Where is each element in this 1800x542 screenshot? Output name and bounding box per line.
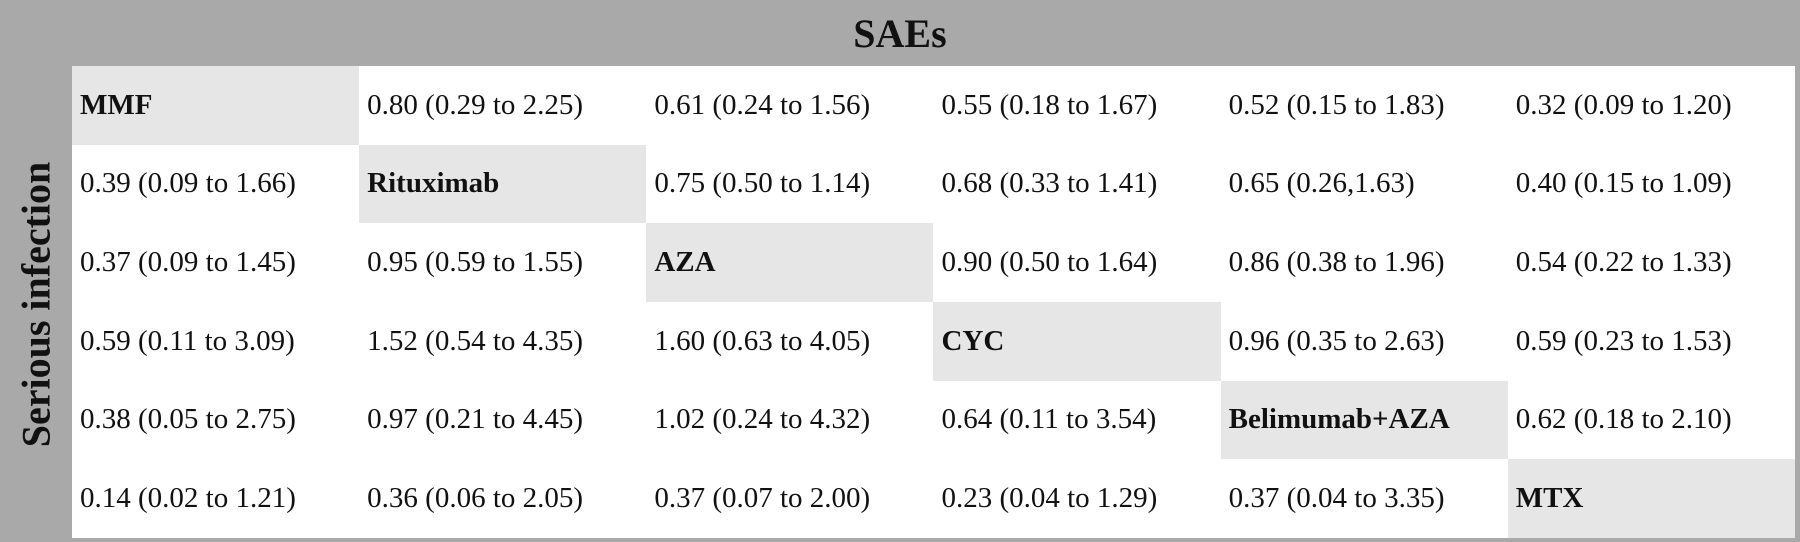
estimate-cell: 0.23 (0.04 to 1.29) [941, 482, 1158, 515]
estimate-cell: 1.52 (0.54 to 4.35) [367, 324, 584, 357]
matrix-area: MMF 0.80 (0.29 to 2.25) 0.61 (0.24 to 1.… [72, 66, 1795, 538]
table-row: 0.38 (0.05 to 2.75) 0.97 (0.21 to 4.45) … [72, 380, 1795, 460]
estimate-cell: 0.61 (0.24 to 1.56) [654, 88, 871, 121]
estimate-cell: 0.54 (0.22 to 1.33) [1515, 246, 1732, 279]
estimate-cell: 0.37 (0.04 to 3.35) [1228, 482, 1445, 515]
estimate-cell: 0.32 (0.09 to 1.20) [1515, 88, 1732, 121]
estimate-cell: 0.68 (0.33 to 1.41) [941, 167, 1158, 200]
estimate-cell: 0.65 (0.26,1.63) [1228, 167, 1415, 200]
treatment-cell-cyc: CYC [933, 301, 1221, 381]
row-header-label: Serious infection [13, 161, 59, 447]
estimate-cell: 0.36 (0.06 to 2.05) [367, 482, 584, 515]
estimate-cell: 0.55 (0.18 to 1.67) [941, 88, 1158, 121]
estimate-cell: 0.62 (0.18 to 2.10) [1515, 403, 1732, 436]
estimate-cell: 0.37 (0.07 to 2.00) [654, 482, 871, 515]
column-header-saes: SAEs [853, 10, 947, 56]
league-table: MMF 0.80 (0.29 to 2.25) 0.61 (0.24 to 1.… [72, 66, 1795, 538]
treatment-cell-mmf: MMF [72, 66, 360, 145]
estimate-cell: 0.39 (0.09 to 1.66) [80, 167, 296, 200]
row-header-serious-infection: Serious infection [0, 66, 72, 542]
treatment-cell-rituximab: Rituximab [359, 144, 647, 224]
estimate-cell: 0.52 (0.15 to 1.83) [1228, 88, 1445, 121]
treatment-cell-belimumab-aza: Belimumab+AZA [1220, 380, 1508, 460]
estimate-cell: 0.96 (0.35 to 2.63) [1228, 324, 1445, 357]
estimate-cell: 0.14 (0.02 to 1.21) [80, 482, 296, 515]
estimate-cell: 1.60 (0.63 to 4.05) [654, 324, 871, 357]
estimate-cell: 0.95 (0.59 to 1.55) [367, 246, 584, 279]
treatment-cell-aza: AZA [646, 223, 934, 302]
estimate-cell: 0.38 (0.05 to 2.75) [80, 403, 296, 436]
estimate-cell: 0.86 (0.38 to 1.96) [1228, 246, 1445, 279]
table-row: 0.39 (0.09 to 1.66) Rituximab 0.75 (0.50… [72, 144, 1795, 224]
table-row: 0.59 (0.11 to 3.09) 1.52 (0.54 to 4.35) … [72, 301, 1795, 381]
estimate-cell: 0.37 (0.09 to 1.45) [80, 246, 296, 279]
estimate-cell: 0.97 (0.21 to 4.45) [367, 403, 584, 436]
table-row: 0.14 (0.02 to 1.21) 0.36 (0.06 to 2.05) … [72, 459, 1795, 538]
treatment-cell-mtx: MTX [1507, 459, 1795, 538]
table-row: MMF 0.80 (0.29 to 2.25) 0.61 (0.24 to 1.… [72, 66, 1795, 145]
estimate-cell: 0.80 (0.29 to 2.25) [367, 88, 584, 121]
estimate-cell: 0.59 (0.23 to 1.53) [1515, 324, 1732, 357]
estimate-cell: 0.90 (0.50 to 1.64) [941, 246, 1158, 279]
estimate-cell: 1.02 (0.24 to 4.32) [654, 403, 871, 436]
estimate-cell: 0.59 (0.11 to 3.09) [80, 324, 295, 357]
estimate-cell: 0.75 (0.50 to 1.14) [654, 167, 871, 200]
table-row: 0.37 (0.09 to 1.45) 0.95 (0.59 to 1.55) … [72, 223, 1795, 302]
estimate-cell: 0.40 (0.15 to 1.09) [1515, 167, 1732, 200]
estimate-cell: 0.64 (0.11 to 3.54) [941, 403, 1157, 436]
